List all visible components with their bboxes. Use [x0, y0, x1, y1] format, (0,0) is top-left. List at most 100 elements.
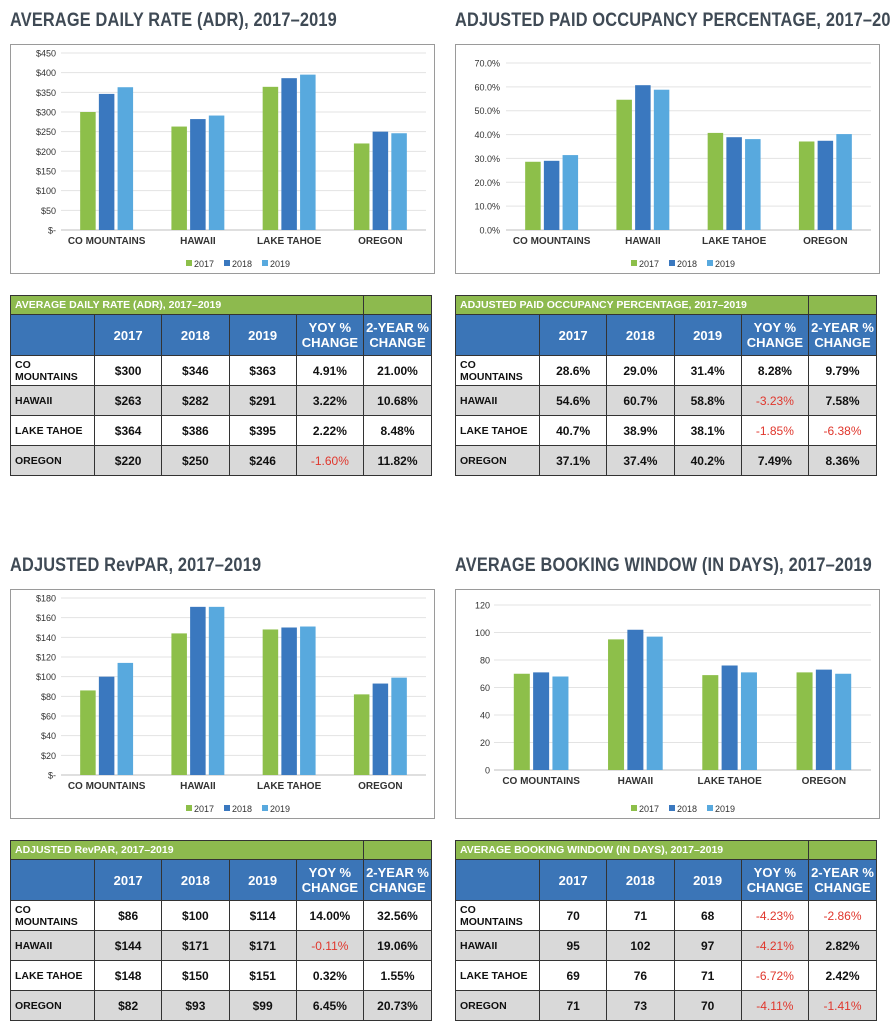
table-cell: 102	[606, 930, 675, 961]
column-header: 2019	[673, 859, 742, 901]
bar-oregon-2017	[796, 672, 813, 770]
table-cell: 71	[673, 960, 742, 991]
legend-swatch-2018	[669, 260, 675, 266]
chart-occupancy-svg: 0.0% 10.0% 20.0% 30.0% 40.0% 50.0% 60.0% 70.0% C…	[474, 59, 871, 269]
table-cell: 37.1%	[538, 445, 608, 476]
row-label: LAKE TAHOE	[455, 415, 540, 446]
bar-co-mountains-2018	[533, 672, 550, 770]
chart-booking-window: 0 20 40 60 80 100 120 CO MOUNTAINS HAWAII LAKE TA…	[455, 589, 880, 819]
bar-hawaii-2018	[190, 606, 206, 775]
table-cell: 3.22%	[295, 385, 365, 416]
bar-hawaii-2019	[208, 606, 225, 775]
y-tick-label: 20	[480, 738, 490, 748]
bar-co-mountains-2017	[80, 112, 96, 230]
bar-hawaii-2017	[616, 99, 632, 230]
table-cell: -3.23%	[740, 385, 810, 416]
table-cell: 73	[606, 990, 675, 1021]
row-label: CO MOUNTAINS	[455, 900, 540, 931]
table-row: LAKE TAHOE 69 76 71 -6.72% 2.42%	[455, 960, 877, 991]
table-cell: -0.11%	[295, 930, 365, 961]
table-cell: 8.28%	[740, 355, 810, 386]
table-cell: 20.73%	[363, 990, 432, 1021]
row-label: OREGON	[10, 990, 95, 1021]
bar-oregon-2017	[798, 141, 815, 230]
table-cell: $144	[93, 930, 163, 961]
table-cell: 8.36%	[808, 445, 877, 476]
y-tick-label: 30.0%	[474, 154, 500, 164]
table-cell: -6.72%	[740, 960, 810, 991]
column-header: 2018	[606, 314, 675, 356]
row-label: HAWAII	[10, 385, 95, 416]
y-tick-label: $100	[36, 672, 56, 682]
legend-label: 2017	[639, 804, 659, 814]
y-tick-label: 120	[475, 601, 490, 611]
y-tick-label: $-	[48, 771, 56, 781]
bar-co-mountains-2019	[117, 87, 134, 230]
table-adr: AVERAGE DAILY RATE (ADR), 2017–2019 2017…	[10, 295, 432, 476]
table-cell: 0.32%	[295, 960, 365, 991]
column-header: 2017	[538, 314, 608, 356]
x-category-label: CO MOUNTAINS	[502, 776, 580, 787]
table-cell: $364	[93, 415, 163, 446]
header-corner	[455, 314, 540, 356]
x-category-label: OREGON	[803, 236, 847, 247]
table-cell: 70	[538, 900, 608, 931]
table-cell: 8.48%	[363, 415, 432, 446]
table-cell: 71	[538, 990, 608, 1021]
table-cell: 14.00%	[295, 900, 365, 931]
table-cell: $93	[161, 990, 230, 1021]
x-category-label: CO MOUNTAINS	[513, 236, 591, 247]
legend-swatch-2017	[631, 805, 637, 811]
bar-hawaii-2017	[608, 639, 625, 770]
table-caption: AVERAGE DAILY RATE (ADR), 2017–2019	[10, 295, 364, 315]
header-corner	[10, 859, 95, 901]
y-tick-label: $50	[41, 206, 56, 216]
row-label: CO MOUNTAINS	[10, 900, 95, 931]
bar-lake-tahoe-2018	[726, 137, 742, 230]
y-tick-label: 70.0%	[474, 59, 500, 69]
legend-swatch-2018	[224, 805, 230, 811]
table-row: HAWAII 95 102 97 -4.21% 2.82%	[455, 930, 877, 961]
table-cell: -1.60%	[295, 445, 365, 476]
table-cell: 76	[606, 960, 675, 991]
chart-revpar: $- $20 $40 $60 $80 $100 $120 $140 $160 $180 CO MOU…	[10, 589, 435, 819]
y-tick-label: 0.0%	[479, 226, 500, 236]
table-cell: 21.00%	[363, 355, 432, 386]
legend-swatch-2017	[631, 260, 637, 266]
table-cell: $99	[228, 990, 297, 1021]
legend-label: 2017	[194, 804, 214, 814]
table-cell: 38.9%	[606, 415, 675, 446]
panel-title: ADJUSTED PAID OCCUPANCY PERCENTAGE, 2017…	[455, 10, 890, 31]
y-tick-label: $200	[36, 147, 56, 157]
table-cell: 1.55%	[363, 960, 432, 991]
row-label: CO MOUNTAINS	[455, 355, 540, 386]
table-cell: $250	[161, 445, 230, 476]
table-cell: 6.45%	[295, 990, 365, 1021]
legend-label: 2018	[232, 804, 252, 814]
row-label: HAWAII	[10, 930, 95, 961]
table-cell: 32.56%	[363, 900, 432, 931]
bar-oregon-2018	[372, 683, 389, 775]
y-tick-label: 100	[475, 628, 490, 638]
chart-revpar-svg: $- $20 $40 $60 $80 $100 $120 $140 $160 $180 CO MOU…	[36, 594, 426, 814]
y-tick-label: $400	[36, 68, 56, 78]
y-tick-label: 40.0%	[474, 130, 500, 140]
y-tick-label: $140	[36, 633, 56, 643]
x-category-label: LAKE TAHOE	[702, 236, 767, 247]
column-header: 2017	[93, 314, 163, 356]
row-label: HAWAII	[455, 385, 540, 416]
legend-label: 2018	[677, 804, 697, 814]
table-row: CO MOUNTAINS $86 $100 $114 14.00% 32.56%	[10, 900, 432, 931]
table-cell: $114	[228, 900, 297, 931]
table-cell: 71	[606, 900, 675, 931]
legend-label: 2018	[677, 259, 697, 269]
bar-lake-tahoe-2019	[300, 626, 316, 775]
table-cell: -4.11%	[740, 990, 810, 1021]
table-row: OREGON 71 73 70 -4.11% -1.41%	[455, 990, 877, 1021]
legend-swatch-2019	[707, 260, 713, 266]
table-cell: $363	[228, 355, 297, 386]
y-tick-label: $40	[41, 731, 56, 741]
table-row: OREGON 37.1% 37.4% 40.2% 7.49% 8.36%	[455, 445, 877, 476]
table-cell: 4.91%	[295, 355, 365, 386]
table-cell: $263	[93, 385, 163, 416]
